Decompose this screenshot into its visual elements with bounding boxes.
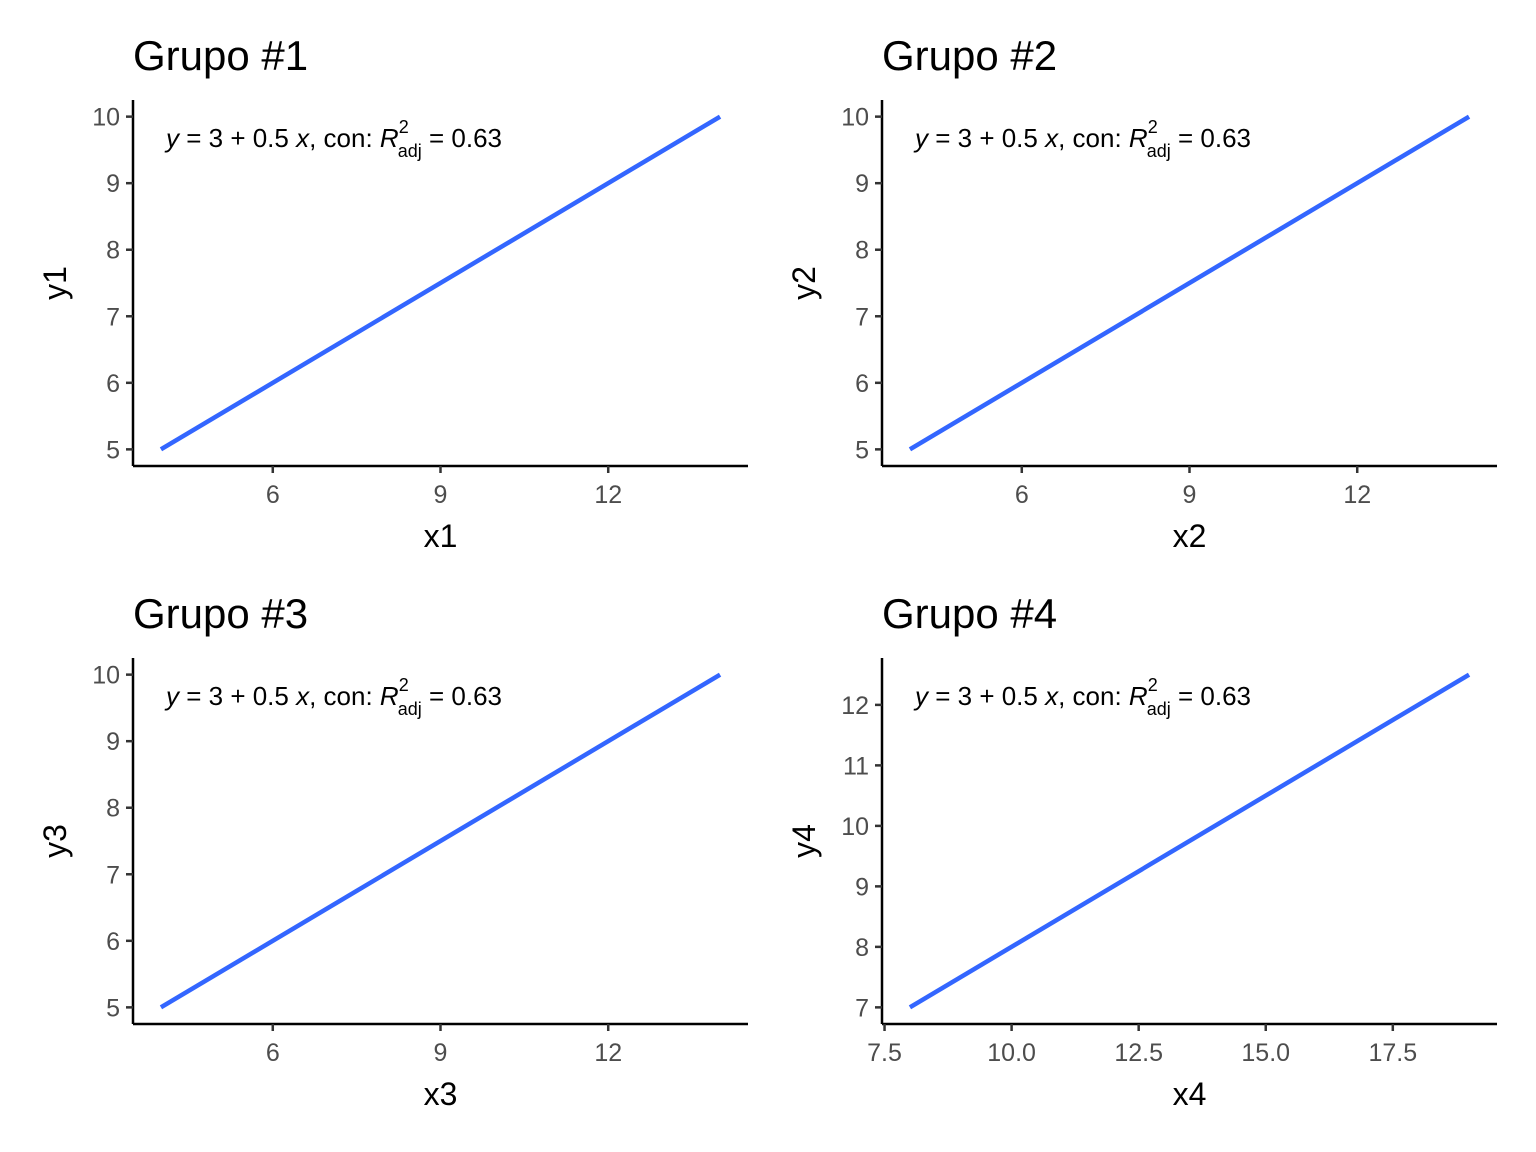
x-tick-label: 9 — [434, 1039, 448, 1067]
y-tick-label: 6 — [106, 928, 120, 956]
regression-equation: y = 3 + 0.5 x, con: R2 adj = 0.63 — [164, 117, 502, 161]
x-tick-label: 6 — [266, 481, 280, 509]
y-tick-label: 12 — [841, 692, 869, 720]
y-tick-label: 10 — [841, 813, 869, 841]
equation-sup: 2 — [399, 675, 409, 695]
equation-R: R — [380, 123, 399, 153]
y-tick-label: 8 — [855, 934, 869, 962]
equation-y: y — [164, 123, 181, 153]
equation-sub: adj — [1147, 699, 1171, 719]
equation-R: R — [1129, 123, 1148, 153]
equation-mid: = 3 + 0.5 — [928, 681, 1045, 711]
equation-con: , con: — [1058, 123, 1129, 153]
y-tick-label: 11 — [843, 752, 869, 780]
y-tick-label: 9 — [106, 170, 120, 198]
equation-con: , con: — [309, 681, 380, 711]
panel-title: Grupo #2 — [882, 32, 1057, 79]
y-tick-label: 9 — [855, 170, 869, 198]
equation-sub: adj — [1147, 141, 1171, 161]
equation-sub: adj — [398, 141, 422, 161]
x-tick-label: 10.0 — [987, 1039, 1036, 1067]
y-tick-label: 8 — [855, 237, 869, 265]
y-tick-label: 5 — [855, 436, 869, 464]
x-tick-label: 12 — [594, 1039, 622, 1067]
panel-title: Grupo #3 — [133, 590, 308, 637]
x-axis-label: x4 — [1173, 1076, 1207, 1112]
x-axis-label: x2 — [1173, 518, 1207, 554]
y-axis-label: y4 — [786, 824, 822, 858]
equation-sup: 2 — [1148, 675, 1158, 695]
equation-con: , con: — [1058, 681, 1129, 711]
x-tick-label: 15.0 — [1241, 1039, 1290, 1067]
y-tick-label: 5 — [106, 994, 120, 1022]
x-axis-label: x1 — [424, 518, 458, 554]
regression-line — [159, 114, 722, 452]
regression-line — [908, 672, 1471, 1010]
x-tick-label: 6 — [266, 1039, 280, 1067]
x-tick-label: 9 — [434, 481, 448, 509]
equation-val: = 0.63 — [422, 123, 502, 153]
y-tick-label: 10 — [92, 104, 120, 132]
y-axis-label: y2 — [786, 266, 822, 300]
x-axis-label: x3 — [424, 1076, 458, 1112]
equation-y: y — [913, 681, 930, 711]
y-tick-label: 8 — [106, 795, 120, 823]
equation-val: = 0.63 — [422, 681, 502, 711]
y-tick-label: 9 — [855, 873, 869, 901]
panel-1: Grupo #1 5 6 7 8 9 10 6 9 12 x1 y1 y = 3 + 0.5 x, co… — [37, 32, 748, 554]
x-tick-label: 12.5 — [1114, 1039, 1163, 1067]
y-tick-label: 7 — [106, 303, 120, 331]
equation-x: x — [1043, 681, 1059, 711]
panel-3: Grupo #3 5 6 7 8 9 10 6 9 12 x3 y3 y = 3 + 0.5 x, co… — [37, 590, 748, 1112]
regression-line — [159, 672, 722, 1010]
x-tick-label: 17.5 — [1368, 1039, 1417, 1067]
panel-4: Grupo #4 7 8 9 10 11 12 7.5 10.0 12.5 15.0 17.5 x4 y4… — [786, 590, 1497, 1112]
equation-mid: = 3 + 0.5 — [179, 123, 296, 153]
equation-sup: 2 — [399, 117, 409, 137]
equation-sup: 2 — [1148, 117, 1158, 137]
regression-equation: y = 3 + 0.5 x, con: R2 adj = 0.63 — [913, 675, 1251, 719]
x-tick-label: 6 — [1015, 481, 1029, 509]
panel-title: Grupo #4 — [882, 590, 1057, 637]
y-tick-label: 6 — [855, 370, 869, 398]
equation-val: = 0.63 — [1171, 681, 1251, 711]
x-tick-label: 12 — [594, 481, 622, 509]
y-tick-label: 10 — [92, 662, 120, 690]
equation-sub: adj — [398, 699, 422, 719]
regression-equation: y = 3 + 0.5 x, con: R2 adj = 0.63 — [164, 675, 502, 719]
x-tick-label: 7.5 — [867, 1039, 902, 1067]
y-tick-label: 10 — [841, 104, 869, 132]
x-tick-label: 9 — [1183, 481, 1197, 509]
regression-equation: y = 3 + 0.5 x, con: R2 adj = 0.63 — [913, 117, 1251, 161]
y-tick-label: 7 — [855, 994, 869, 1022]
y-tick-label: 7 — [855, 303, 869, 331]
equation-val: = 0.63 — [1171, 123, 1251, 153]
equation-con: , con: — [309, 123, 380, 153]
y-tick-label: 5 — [106, 436, 120, 464]
y-tick-label: 8 — [106, 237, 120, 265]
equation-R: R — [380, 681, 399, 711]
equation-mid: = 3 + 0.5 — [179, 681, 296, 711]
regression-line — [908, 114, 1471, 452]
y-tick-label: 9 — [106, 728, 120, 756]
y-tick-label: 6 — [106, 370, 120, 398]
y-axis-label: y1 — [37, 266, 73, 300]
equation-mid: = 3 + 0.5 — [928, 123, 1045, 153]
equation-y: y — [164, 681, 181, 711]
equation-x: x — [1043, 123, 1059, 153]
panel-title: Grupo #1 — [133, 32, 308, 79]
equation-x: x — [294, 681, 310, 711]
y-tick-label: 7 — [106, 861, 120, 889]
y-axis-label: y3 — [37, 824, 73, 858]
x-tick-label: 12 — [1343, 481, 1371, 509]
equation-R: R — [1129, 681, 1148, 711]
equation-x: x — [294, 123, 310, 153]
equation-y: y — [913, 123, 930, 153]
